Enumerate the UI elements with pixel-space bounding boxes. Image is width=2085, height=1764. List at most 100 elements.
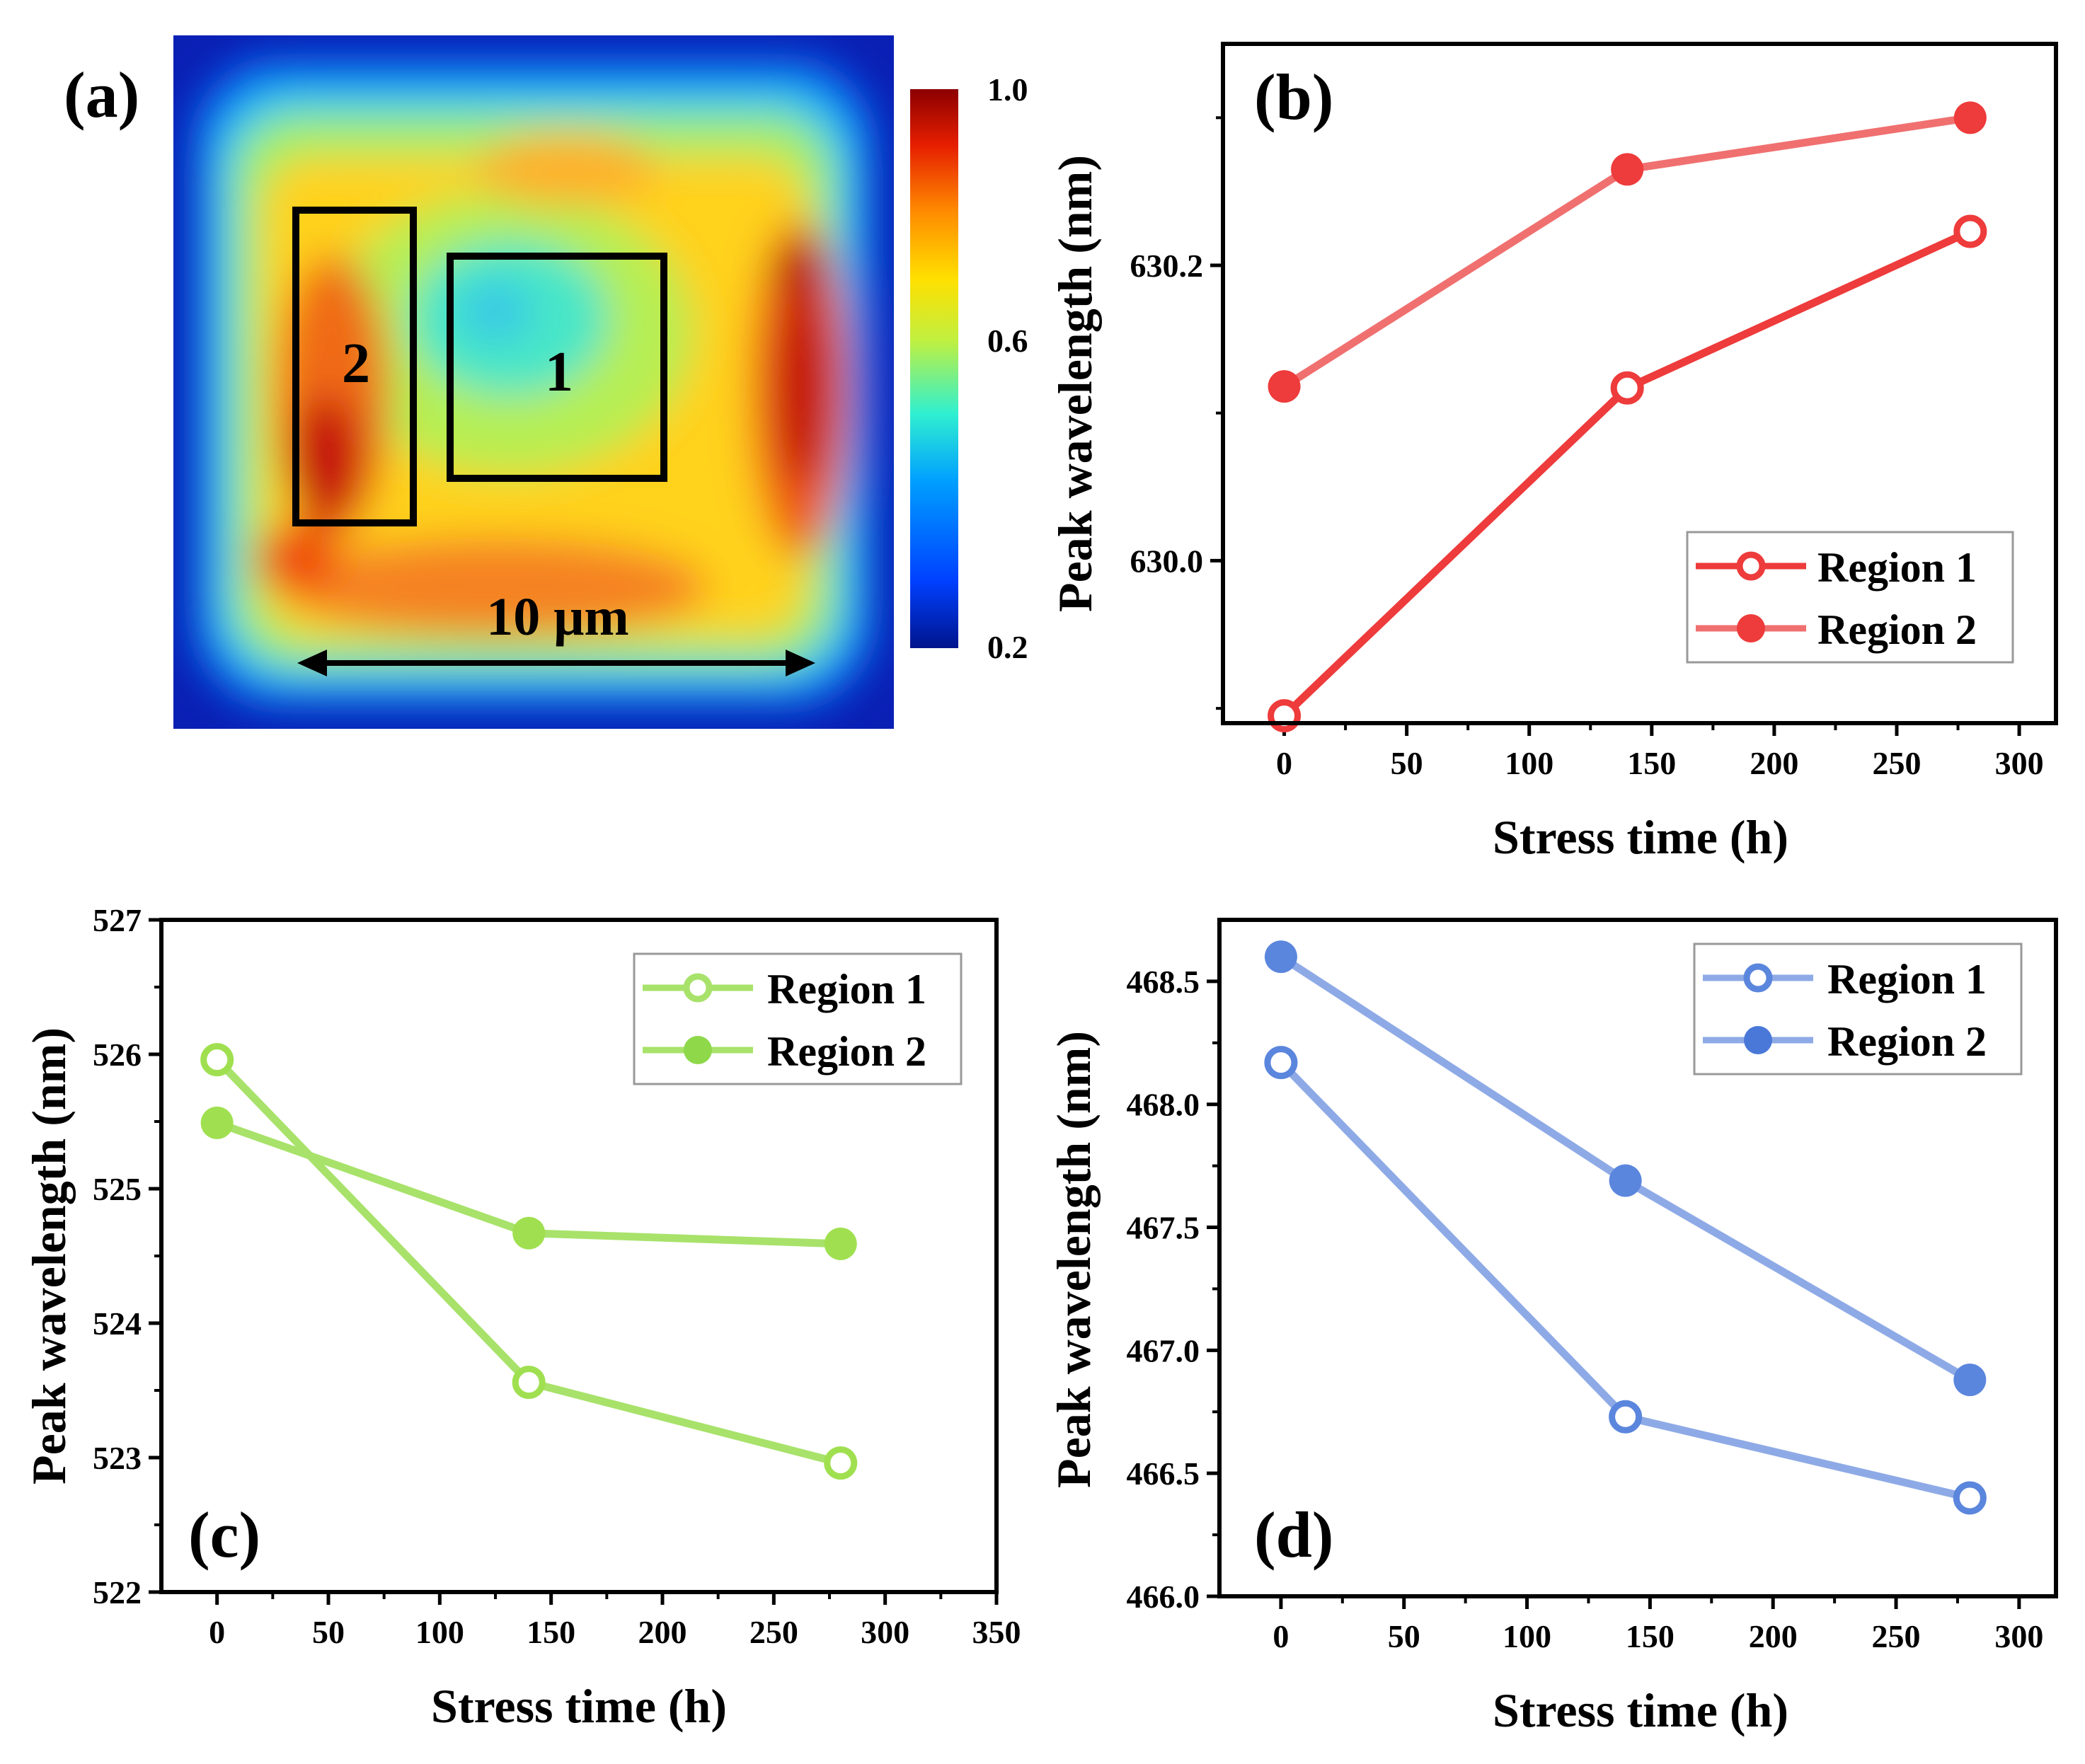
data-point-d-region2-140 xyxy=(1609,1164,1642,1197)
legend-entry-b-region2: Region 2 xyxy=(1696,606,1977,653)
legend-b: Region 1 Region 2 xyxy=(1686,531,2014,664)
y-tick-label-d-468.0: 468.0 xyxy=(1127,1087,1200,1123)
colorbar-mid-label: 0.6 xyxy=(987,323,1028,359)
data-point-c-region2-0 xyxy=(200,1106,234,1139)
legend-d: Region 1 Region 2 xyxy=(1693,942,2023,1076)
data-point-c-region1-0 xyxy=(200,1043,234,1077)
panel-label-c: (c) xyxy=(188,1499,260,1571)
x-tick-label-b-200: 200 xyxy=(1750,745,1798,781)
region-box-2: 2 xyxy=(292,207,417,526)
data-point-b-region1-280 xyxy=(1953,214,1987,248)
x-tick-label-b-150: 150 xyxy=(1627,745,1676,781)
data-point-d-region1-140 xyxy=(1609,1400,1643,1434)
legend-box-c xyxy=(633,952,963,1085)
heatmap-image xyxy=(173,35,894,729)
y-tick-label-d-468.5: 468.5 xyxy=(1127,964,1200,1000)
legend-label-c-region1: Region 1 xyxy=(767,966,926,1013)
x-tick-label-d-300: 300 xyxy=(1994,1618,2043,1654)
x-tick-label-d-150: 150 xyxy=(1626,1618,1675,1654)
region-label-2: 2 xyxy=(342,333,370,395)
legend-label-d-region2: Region 2 xyxy=(1827,1018,1987,1065)
panel-label-b: (b) xyxy=(1254,61,1333,133)
scale-bar: 10 μm xyxy=(297,587,815,676)
data-point-c-region2-280 xyxy=(824,1227,857,1260)
data-point-c-region1-140 xyxy=(512,1366,546,1400)
y-tick-label-c-525: 525 xyxy=(93,1171,142,1207)
legend-label-d-region1: Region 1 xyxy=(1827,956,1987,1003)
axis-ticks-d: 0 50 100 150 200 250 300 466.0 466.5 467.0 467.5 46… xyxy=(1127,964,2044,1654)
legend-entry-c-region2: Region 2 xyxy=(643,1028,926,1075)
x-tick-label-c-200: 200 xyxy=(638,1614,687,1650)
x-tick-label-c-250: 250 xyxy=(749,1614,798,1650)
legend-entry-b-region1: Region 1 xyxy=(1696,544,1977,591)
legend-box-b xyxy=(1686,531,2014,664)
data-point-b-region2-0 xyxy=(1268,370,1301,403)
data-point-d-region2-0 xyxy=(1264,940,1297,974)
x-tick-label-c-150: 150 xyxy=(527,1614,575,1650)
scale-bar-label: 10 μm xyxy=(486,587,628,647)
x-tick-label-b-300: 300 xyxy=(1995,745,2044,781)
legend-label-b-region2: Region 2 xyxy=(1817,606,1977,653)
legend-entry-d-region1: Region 1 xyxy=(1703,956,1987,1003)
x-tick-label-b-50: 50 xyxy=(1391,745,1423,781)
y-axis-title-c: Peak wavelength (nm) xyxy=(22,1027,76,1485)
x-tick-label-b-0: 0 xyxy=(1276,745,1292,781)
x-tick-label-d-200: 200 xyxy=(1749,1618,1798,1654)
region-label-1: 1 xyxy=(545,341,573,403)
y-tick-label-d-467.0: 467.0 xyxy=(1127,1332,1200,1368)
legend-label-c-region2: Region 2 xyxy=(767,1028,926,1075)
y-tick-label-b-630.2: 630.2 xyxy=(1130,248,1204,284)
axis-ticks-c: 0 50 100 150 200 250 300 350 522 523 524 525 526 527 xyxy=(93,902,1021,1650)
legend-entry-c-region1: Region 1 xyxy=(643,966,926,1013)
x-tick-label-d-50: 50 xyxy=(1388,1618,1420,1654)
data-point-c-region1-280 xyxy=(824,1446,858,1480)
legend-c: Region 1 Region 2 xyxy=(633,952,963,1085)
plot-frame-d xyxy=(1217,918,2058,1598)
data-point-d-region1-280 xyxy=(1953,1481,1987,1515)
y-axis-title-d: Peak wavelength (nm) xyxy=(1047,1031,1101,1488)
plot-frame-b xyxy=(1221,42,2058,725)
y-axis-title-b: Peak wavelength (nm) xyxy=(1048,155,1102,612)
data-point-d-region2-280 xyxy=(1953,1364,1987,1397)
y-tick-label-d-466.5: 466.5 xyxy=(1127,1455,1200,1492)
y-tick-label-c-522: 522 xyxy=(93,1574,142,1610)
x-tick-label-c-0: 0 xyxy=(209,1614,225,1650)
colorbar-max-label: 1.0 xyxy=(987,71,1028,108)
y-tick-label-c-526: 526 xyxy=(93,1037,142,1073)
x-tick-label-c-350: 350 xyxy=(972,1614,1021,1650)
legend-label-b-region1: Region 1 xyxy=(1817,544,1977,591)
panel-c: 0 50 100 150 200 250 300 350522523524525526527 … xyxy=(22,902,1021,1733)
data-point-b-region2-140 xyxy=(1611,153,1644,186)
x-tick-label-c-300: 300 xyxy=(861,1614,909,1650)
y-tick-label-b-630.0: 630.0 xyxy=(1130,543,1204,579)
x-axis-title-b: Stress time (h) xyxy=(1493,810,1788,864)
y-tick-label-c-524: 524 xyxy=(93,1305,142,1342)
panel-label-d: (d) xyxy=(1254,1499,1333,1571)
x-tick-label-c-100: 100 xyxy=(415,1614,464,1650)
panel-d: 0 50 100 150 200 250 300 466.0 466.5 467.0 467.5 46… xyxy=(1047,918,2058,1737)
legend-entry-d-region2: Region 2 xyxy=(1703,1018,1987,1065)
series-line-c-region1 xyxy=(213,1056,845,1468)
y-tick-label-c-527: 527 xyxy=(93,902,142,938)
x-tick-label-d-0: 0 xyxy=(1273,1618,1289,1654)
series-layer-d xyxy=(1264,940,1987,1515)
data-point-b-region1-140 xyxy=(1610,371,1644,405)
y-tick-label-d-467.5: 467.5 xyxy=(1127,1210,1200,1246)
x-tick-label-d-100: 100 xyxy=(1503,1618,1551,1654)
panel-b: 0 50 100 150 200 250 300 630.0 630.2 (b) Stress … xyxy=(1048,42,2058,864)
data-point-c-region2-140 xyxy=(512,1216,546,1250)
series-layer-b xyxy=(1268,101,1987,733)
x-tick-label-c-50: 50 xyxy=(312,1614,345,1650)
axis-ticks-b: 0 50 100 150 200 250 300 630.0 630.2 xyxy=(1130,116,2044,781)
y-tick-label-d-466.0: 466.0 xyxy=(1127,1579,1200,1615)
y-tick-label-c-523: 523 xyxy=(93,1440,142,1476)
x-tick-label-b-250: 250 xyxy=(1872,745,1921,781)
x-tick-label-d-250: 250 xyxy=(1872,1618,1921,1654)
panel-a: 2 1 10 μm 1.0 0.6 0.2 (a) xyxy=(64,35,1028,729)
colorbar-min-label: 0.2 xyxy=(987,629,1028,665)
colorbar: 1.0 0.6 0.2 xyxy=(910,71,1028,665)
x-tick-label-b-100: 100 xyxy=(1505,745,1553,781)
x-axis-title-d: Stress time (h) xyxy=(1493,1683,1788,1737)
